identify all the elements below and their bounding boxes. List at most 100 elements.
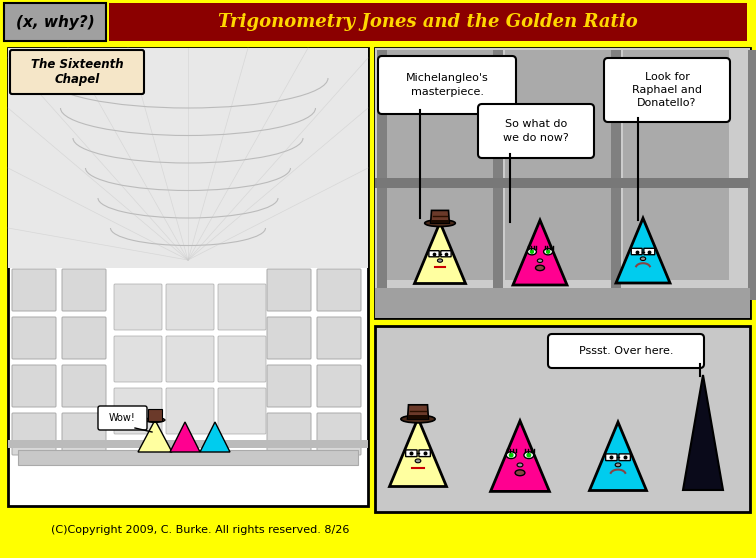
- Bar: [377, 50, 387, 300]
- Polygon shape: [513, 220, 567, 285]
- Ellipse shape: [544, 248, 553, 255]
- Ellipse shape: [415, 459, 421, 463]
- Ellipse shape: [145, 417, 165, 422]
- Polygon shape: [200, 422, 230, 452]
- FancyBboxPatch shape: [218, 284, 266, 330]
- Polygon shape: [138, 420, 172, 452]
- FancyBboxPatch shape: [62, 269, 106, 311]
- Bar: [375, 178, 750, 188]
- Text: Pssst. Over here.: Pssst. Over here.: [579, 346, 674, 356]
- Bar: [493, 50, 503, 300]
- Ellipse shape: [517, 463, 523, 467]
- Text: Trigonometry Jones and the Golden Ratio: Trigonometry Jones and the Golden Ratio: [218, 13, 638, 31]
- Bar: [407, 415, 429, 419]
- Text: The Sixteenth
Chapel: The Sixteenth Chapel: [31, 58, 123, 86]
- Ellipse shape: [515, 470, 525, 476]
- FancyBboxPatch shape: [166, 284, 214, 330]
- FancyBboxPatch shape: [12, 269, 56, 311]
- Bar: [611, 50, 621, 300]
- Ellipse shape: [401, 415, 435, 423]
- FancyBboxPatch shape: [419, 450, 430, 456]
- FancyBboxPatch shape: [114, 284, 162, 330]
- FancyBboxPatch shape: [218, 388, 266, 434]
- Polygon shape: [616, 218, 670, 283]
- FancyBboxPatch shape: [631, 248, 642, 254]
- FancyBboxPatch shape: [378, 56, 516, 114]
- Polygon shape: [389, 418, 447, 487]
- FancyBboxPatch shape: [317, 365, 361, 407]
- FancyBboxPatch shape: [12, 317, 56, 359]
- FancyBboxPatch shape: [62, 413, 106, 455]
- FancyBboxPatch shape: [267, 317, 311, 359]
- Text: Michelangleo's
masterpiece.: Michelangleo's masterpiece.: [406, 74, 488, 97]
- Bar: [375, 288, 750, 318]
- Ellipse shape: [524, 452, 534, 459]
- FancyBboxPatch shape: [10, 50, 144, 94]
- Bar: [8, 440, 368, 448]
- Bar: [148, 409, 162, 421]
- Ellipse shape: [640, 257, 646, 261]
- FancyBboxPatch shape: [644, 248, 655, 254]
- Ellipse shape: [535, 265, 544, 271]
- FancyBboxPatch shape: [218, 336, 266, 382]
- Bar: [8, 48, 368, 268]
- FancyBboxPatch shape: [604, 58, 730, 122]
- FancyBboxPatch shape: [441, 251, 451, 257]
- FancyBboxPatch shape: [12, 413, 56, 455]
- Polygon shape: [683, 375, 723, 490]
- Bar: [18, 450, 358, 465]
- FancyBboxPatch shape: [317, 317, 361, 359]
- Bar: [8, 48, 368, 506]
- FancyBboxPatch shape: [62, 317, 106, 359]
- Polygon shape: [407, 405, 429, 419]
- FancyBboxPatch shape: [267, 365, 311, 407]
- Bar: [375, 326, 750, 512]
- Ellipse shape: [526, 453, 531, 458]
- FancyBboxPatch shape: [406, 450, 417, 456]
- Bar: [387, 50, 493, 280]
- FancyBboxPatch shape: [62, 365, 106, 407]
- FancyBboxPatch shape: [317, 269, 361, 311]
- Ellipse shape: [546, 249, 550, 254]
- Ellipse shape: [538, 259, 543, 262]
- Ellipse shape: [615, 463, 621, 466]
- Bar: [431, 220, 449, 223]
- Polygon shape: [414, 222, 466, 283]
- Polygon shape: [421, 234, 459, 282]
- Text: (x, why?): (x, why?): [16, 15, 94, 30]
- FancyBboxPatch shape: [12, 365, 56, 407]
- FancyBboxPatch shape: [267, 269, 311, 311]
- Text: Look for
Raphael and
Donatello?: Look for Raphael and Donatello?: [632, 72, 702, 108]
- Text: (C)Copyright 2009, C. Burke. All rights reserved. 8/26: (C)Copyright 2009, C. Burke. All rights …: [51, 525, 349, 535]
- Ellipse shape: [530, 249, 534, 254]
- Bar: [748, 50, 756, 300]
- Text: Wow!: Wow!: [109, 413, 135, 423]
- Bar: [4, 3, 106, 41]
- FancyBboxPatch shape: [114, 336, 162, 382]
- Polygon shape: [431, 210, 449, 223]
- Ellipse shape: [509, 453, 513, 458]
- FancyBboxPatch shape: [114, 388, 162, 434]
- Ellipse shape: [425, 220, 455, 227]
- Bar: [375, 48, 750, 318]
- FancyBboxPatch shape: [317, 413, 361, 455]
- Ellipse shape: [438, 259, 442, 262]
- Polygon shape: [170, 422, 200, 452]
- Bar: [623, 50, 729, 280]
- Ellipse shape: [528, 248, 537, 255]
- Ellipse shape: [507, 452, 516, 459]
- Bar: [109, 3, 747, 41]
- FancyBboxPatch shape: [606, 454, 617, 460]
- Bar: [375, 48, 750, 318]
- Polygon shape: [590, 422, 646, 490]
- Polygon shape: [397, 431, 439, 484]
- FancyBboxPatch shape: [166, 388, 214, 434]
- FancyBboxPatch shape: [619, 454, 631, 460]
- Text: So what do
we do now?: So what do we do now?: [503, 119, 569, 143]
- FancyBboxPatch shape: [267, 413, 311, 455]
- FancyBboxPatch shape: [429, 251, 439, 257]
- FancyBboxPatch shape: [166, 336, 214, 382]
- FancyBboxPatch shape: [98, 406, 147, 430]
- FancyBboxPatch shape: [478, 104, 594, 158]
- Polygon shape: [491, 421, 550, 492]
